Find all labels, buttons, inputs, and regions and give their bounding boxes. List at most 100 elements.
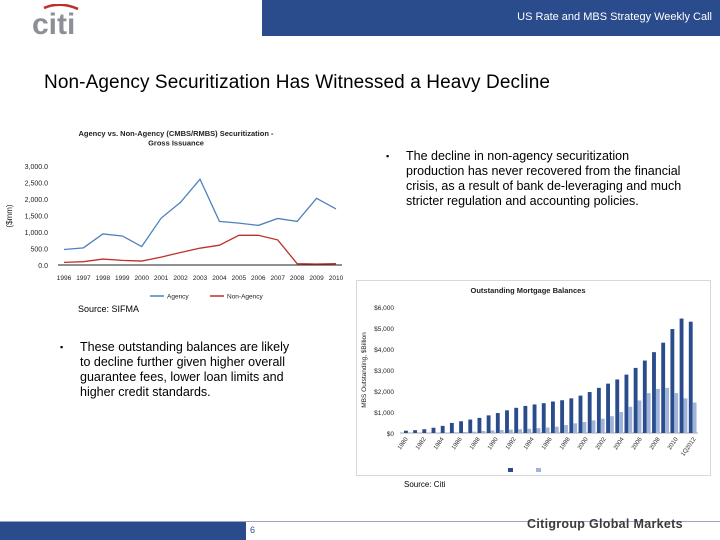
bar-series-1-bar — [545, 427, 550, 433]
bar-series-1-bar — [582, 422, 587, 433]
line-y-tick-label: 1,000.0 — [25, 230, 48, 237]
bar-series-0-bar — [523, 405, 528, 433]
bar-series-1-bar — [655, 388, 660, 433]
bar-series-0-bar — [413, 430, 418, 433]
line-x-tick-label: 2002 — [173, 275, 188, 282]
bar-series-1-bar — [499, 430, 504, 433]
line-x-tick-label: 2008 — [290, 275, 305, 282]
line-x-tick-label: 1997 — [76, 275, 91, 282]
bar-series-0-bar — [569, 398, 574, 433]
bar-series-0-bar — [459, 421, 463, 433]
bar-series-0-bar — [624, 374, 629, 433]
bar-series-1-bar — [646, 393, 651, 433]
line-legend-label: Non-Agency — [227, 294, 264, 301]
line-y-tick-label: 3,000.0 — [25, 164, 48, 171]
bar-series-0-bar — [431, 427, 436, 433]
bar-series-1-bar — [573, 423, 578, 433]
bar-series-0-bar — [422, 429, 427, 433]
page-number: 6 — [250, 525, 256, 535]
gross-issuance-line-chart: Agency vs. Non-Agency (CMBS/RMBS) Securi… — [5, 129, 344, 301]
bar-series-0-bar — [642, 360, 647, 433]
bar-series-1-bar — [508, 429, 513, 433]
bar-series-0-bar — [541, 403, 546, 433]
line-chart-title: Agency vs. Non-Agency (CMBS/RMBS) Securi… — [78, 129, 274, 148]
bar-series-0-bar — [652, 352, 656, 433]
bar-series-1-bar — [683, 398, 688, 433]
bar-series-0-bar — [449, 422, 454, 433]
line-series-non-agency — [63, 234, 337, 265]
line-y-tick-label: 2,000.0 — [25, 197, 48, 204]
bar-series-1-bar — [564, 425, 568, 433]
bar-legend-swatch — [536, 468, 541, 472]
bar-chart-frame — [356, 280, 711, 476]
bar-series-0-bar — [596, 387, 601, 433]
citi-logo: citi — [32, 4, 79, 40]
line-y-tick-label: 0.0 — [38, 263, 48, 270]
bar-y-tick-label: $6,000 — [374, 305, 394, 312]
bar-series-1-bar — [692, 402, 697, 433]
outstanding-balances-bar-chart: Outstanding Mortgage Balances MBS Outstan… — [356, 280, 711, 476]
bar-series-1-bar — [637, 400, 642, 433]
bar-chart-y-label: MBS Outstanding, $Billion — [361, 332, 368, 408]
bullet-right-text: The decline in non-agency securitization… — [406, 149, 682, 208]
bullet-left: ▪ These outstanding balances are likely … — [60, 340, 310, 430]
bullet-dot-icon: ▪ — [60, 342, 64, 352]
line-x-tick-label: 1996 — [57, 275, 72, 282]
bar-series-0-bar — [560, 400, 565, 433]
bar-y-tick-label: $5,000 — [374, 326, 394, 333]
line-x-tick-label: 2004 — [212, 275, 227, 282]
bar-series-1-bar — [481, 431, 486, 433]
line-x-tick-label: 2000 — [134, 275, 149, 282]
bar-series-1-bar — [472, 431, 477, 433]
line-x-tick-label: 1998 — [96, 275, 111, 282]
line-x-tick-label: 1999 — [115, 275, 130, 282]
line-x-tick-label: 2009 — [309, 275, 324, 282]
bar-series-0-bar — [551, 401, 555, 433]
bar-series-1-bar — [554, 426, 559, 433]
line-y-tick-label: 2,500.0 — [25, 181, 48, 188]
bar-series-1-bar — [490, 430, 495, 433]
bar-series-0-bar — [440, 425, 445, 433]
bar-series-0-bar — [514, 407, 519, 433]
bar-series-1-bar — [527, 428, 532, 433]
bar-series-0-bar — [633, 367, 638, 433]
footer-bar — [0, 522, 246, 540]
bar-series-0-bar — [661, 342, 666, 433]
bar-y-tick-label: $3,000 — [374, 368, 394, 375]
bar-series-1-bar — [591, 420, 596, 433]
bar-series-0-bar — [404, 430, 408, 433]
header-title: US Rate and MBS Strategy Weekly Call — [517, 11, 712, 23]
bar-series-1-bar — [462, 431, 467, 433]
bar-series-0-bar — [587, 392, 592, 433]
bullet-dot-icon: ▪ — [386, 151, 390, 161]
bar-series-1-bar — [518, 429, 522, 433]
bar-series-1-bar — [609, 416, 614, 433]
line-x-tick-label: 2001 — [154, 275, 169, 282]
bar-series-0-bar — [486, 415, 491, 433]
bullet-left-text: These outstanding balances are likely to… — [80, 340, 290, 399]
bar-series-0-bar — [505, 410, 509, 433]
logo-text: citi — [32, 8, 75, 40]
bar-y-tick-label: $4,000 — [374, 347, 394, 354]
bar-y-tick-label: $0 — [387, 431, 395, 438]
bar-series-1-bar — [453, 432, 458, 433]
bar-series-0-bar — [670, 329, 675, 433]
slide-title: Non-Agency Securitization Has Witnessed … — [44, 72, 551, 93]
bar-legend-swatch — [508, 468, 513, 472]
brand-name: Citigroup Global Markets — [527, 517, 683, 531]
line-y-tick-label: 500.0 — [30, 247, 48, 254]
bar-series-0-bar — [615, 379, 620, 433]
line-x-tick-label: 2006 — [251, 275, 266, 282]
line-legend-label: Agency — [167, 294, 189, 301]
bar-series-1-bar — [674, 393, 679, 433]
bar-series-0-bar — [495, 413, 500, 433]
line-chart-y-label: ($mm) — [5, 204, 14, 227]
line-x-tick-label: 2003 — [193, 275, 208, 282]
bar-chart-title: Outstanding Mortgage Balances — [470, 286, 585, 295]
line-x-tick-label: 2007 — [270, 275, 285, 282]
bar-series-0-bar — [477, 417, 482, 433]
bar-series-0-bar — [688, 321, 693, 433]
line-series-agency — [63, 177, 337, 251]
line-y-tick-label: 1,500.0 — [25, 214, 48, 221]
bar-series-1-bar — [628, 406, 633, 433]
